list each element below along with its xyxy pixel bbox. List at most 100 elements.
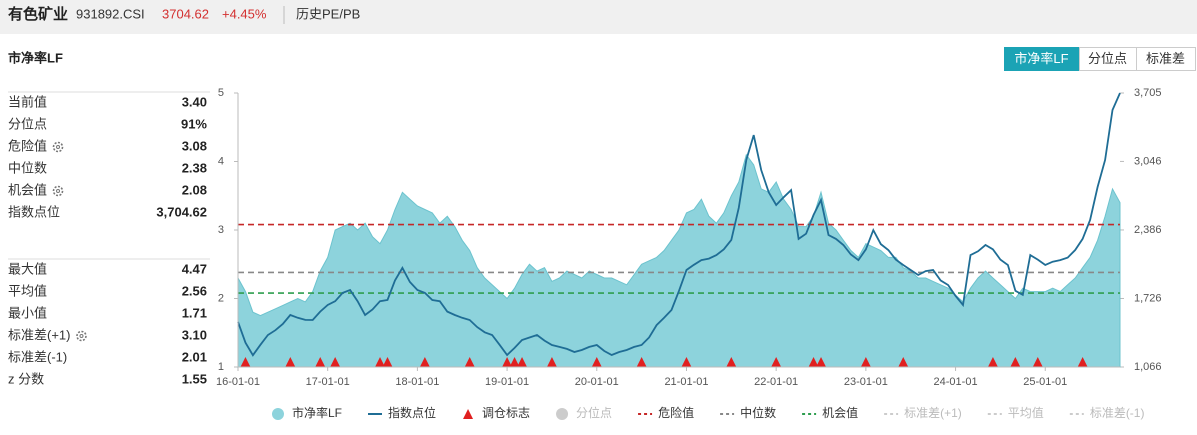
y2-tick-label: 1,066 [1134,361,1162,373]
rebalance-marker [517,357,528,367]
legend-label[interactable]: 指数点位 [388,405,436,420]
gear-icon-hole [56,145,61,149]
rebalance-marker [636,357,647,367]
legend-label[interactable]: 调仓标志 [482,406,530,420]
y2-tick-label: 1,726 [1134,292,1162,304]
stat-label: 危险值 [8,138,47,153]
y2-tick-label: 3,046 [1134,155,1162,167]
stat-label: 标准差(-1) [8,349,67,364]
legend-label[interactable]: 标准差(-1) [1090,406,1145,420]
stat-value: 91% [181,116,207,131]
stat-label: 平均值 [8,283,47,298]
tab[interactable] [1136,47,1196,71]
legend-label[interactable]: 危险值 [658,405,694,420]
rebalance-marker [546,357,557,367]
gear-icon[interactable] [52,185,64,197]
y-tick-label: 5 [218,87,224,99]
pb-area [237,153,1121,368]
header-tab[interactable]: 历史PE/PB [296,6,360,21]
stat-value: 1.55 [182,371,207,386]
stat-label: 最大值 [8,261,47,276]
stat-value: 3.10 [182,327,207,342]
stat-value: 3.08 [182,138,207,153]
rebalance-marker [898,357,909,367]
legend-label[interactable]: 机会值 [822,405,858,420]
stat-value: 2.56 [182,283,207,298]
legend: 市净率LF 指数点位 调仓标志 分位点 危险值 中位数 机会值 标准差(+1) 平均值 标准差(-… [272,405,1144,420]
rebalance-marker [681,357,692,367]
x-tick-label: 22-01-01 [754,376,798,388]
legend-label[interactable]: 分位点 [576,405,612,420]
rebalance-marker [315,357,326,367]
rebalance-marker [502,357,513,367]
rebalance-marker [240,357,251,367]
stat-value: 2.38 [182,160,207,175]
stat-label: z 分数 [8,371,44,386]
stat-label: 指数点位 [8,204,60,219]
x-tick-label: 20-01-01 [575,376,619,388]
gear-icon[interactable] [52,141,64,153]
rebalance-marker [860,357,871,367]
x-tick-label: 23-01-01 [844,376,888,388]
tab-group: 市净率LF 分位点 标准差 [1004,47,1196,71]
gear-icon[interactable] [76,330,87,342]
y-tick-label: 2 [218,292,224,304]
index-name: 有色矿业 [8,5,68,23]
y2-tick-label: 3,705 [1134,87,1162,99]
tab-label[interactable]: 市净率LF [1014,51,1068,66]
rebalance-marker [375,357,386,367]
rebalance-marker [771,357,782,367]
x-tick-label: 18-01-01 [395,376,439,388]
rebalance-marker [285,357,296,367]
y2-tick-label: 2,386 [1134,224,1162,236]
tab-label[interactable]: 分位点 [1088,51,1127,66]
stat-value: 4.47 [182,261,207,276]
rebalance-marker [1032,357,1043,367]
stat-label: 标准差(+1) [8,327,70,342]
y-tick-label: 3 [218,224,224,236]
rebalance-marker [987,357,998,367]
gear-icon-hole [56,189,61,193]
legend-label[interactable]: 中位数 [740,405,776,420]
index-code: 931892.CSI [76,6,145,21]
tab-label[interactable]: 标准差 [1146,51,1185,66]
y-tick-label: 4 [218,155,224,167]
rebalance-marker [464,357,475,367]
rebalance-marker [591,357,602,367]
gear-icon-hole [79,334,84,338]
stat-label: 分位点 [8,116,47,131]
x-tick-label: 25-01-01 [1023,376,1067,388]
stat-label: 机会值 [8,182,47,197]
legend-label[interactable]: 平均值 [1008,405,1044,420]
x-tick-label: 17-01-01 [306,376,350,388]
rebalance-marker [808,357,819,367]
stat-label: 最小值 [8,305,47,320]
stat-value: 1.71 [182,305,207,320]
x-tick-label: 24-01-01 [934,376,978,388]
section-title: 市净率LF [8,50,63,65]
x-tick-label: 21-01-01 [664,376,708,388]
stat-value: 2.01 [182,349,207,364]
rebalance-marker [330,357,341,367]
rebalance-marker [419,357,430,367]
chart: 1 2 3 4 5 1,066 1,726 2,386 3,046 3,705 16-01-01 17… [216,87,1162,388]
index-change: +4.45% [222,6,267,21]
legend-label[interactable]: 市净率LF [292,405,342,420]
rebalance-marker [1077,357,1088,367]
rebalance-marker [816,357,827,367]
y-tick-label: 1 [218,361,224,373]
stat-value: 2.08 [182,182,207,197]
rebalance-marker [509,357,520,367]
legend-label[interactable]: 标准差(+1) [904,406,962,420]
legend-symbol [463,409,474,419]
rebalance-marker [382,357,393,367]
stat-value: 3.40 [182,94,207,109]
x-tick-label: 19-01-01 [485,376,529,388]
index-line [237,92,1121,357]
stat-value: 3,704.62 [156,204,207,219]
legend-symbol [556,408,569,420]
rebalance-marker [1010,357,1021,367]
legend-symbol [272,408,284,420]
